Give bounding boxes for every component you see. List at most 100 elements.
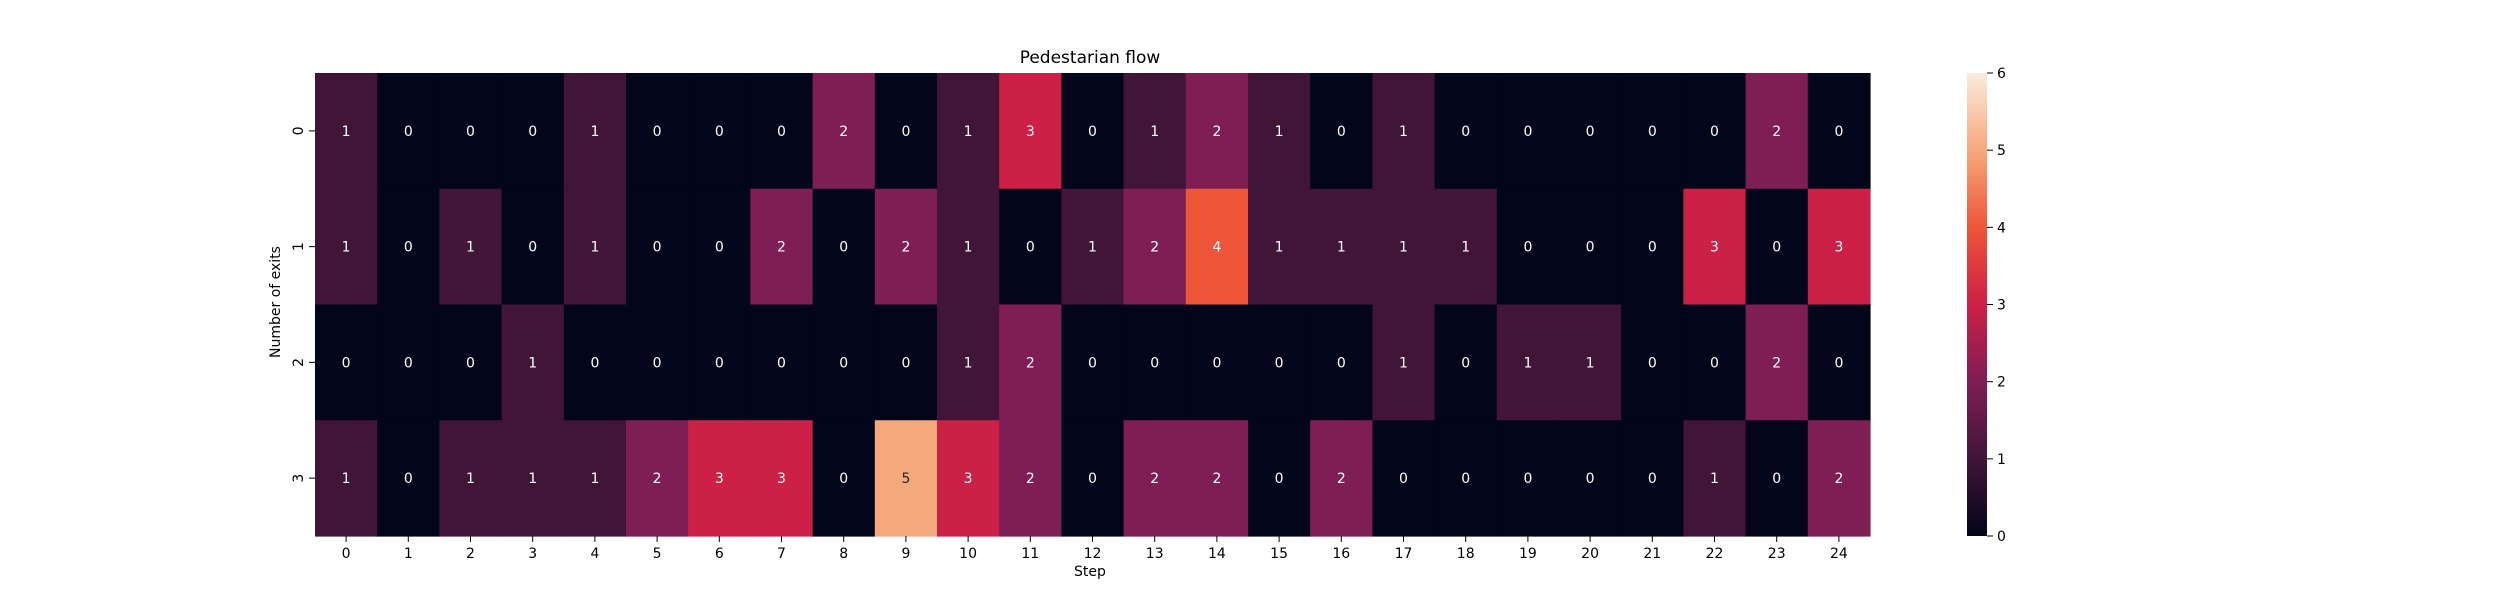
- x-tick-label: 7: [777, 546, 786, 562]
- cell-value-label: 2: [1772, 355, 1781, 371]
- x-tick-label: 8: [839, 546, 848, 562]
- heatmap-cell: [1434, 420, 1498, 537]
- heatmap-cell: [1310, 188, 1373, 306]
- heatmap-cell: [1559, 420, 1622, 537]
- x-tick-label: 5: [653, 546, 662, 562]
- cell-value-label: 0: [1337, 124, 1346, 140]
- heatmap-cell: [1123, 73, 1187, 190]
- heatmap-cell: [1807, 73, 1871, 190]
- cell-value-label: 1: [1088, 240, 1097, 256]
- heatmap-cell: [315, 420, 378, 537]
- heatmap-cell: [1807, 188, 1871, 306]
- heatmap-cell: [1496, 304, 1560, 421]
- x-tick-label: 3: [528, 546, 537, 562]
- heatmap-cell: [1745, 304, 1809, 421]
- cell-value-label: 0: [1275, 471, 1284, 487]
- heatmap-cell: [439, 188, 503, 306]
- heatmap-cell: [501, 304, 565, 421]
- heatmap-cell: [439, 304, 503, 421]
- cell-value-label: 3: [964, 471, 973, 487]
- cell-value-label: 2: [1772, 124, 1781, 140]
- heatmap-cell: [688, 304, 751, 421]
- cell-value-label: 1: [964, 124, 973, 140]
- cell-value-label: 0: [528, 124, 537, 140]
- heatmap-cell: [812, 304, 876, 421]
- colorbar-gradient: [1967, 73, 1987, 536]
- cell-value-label: 3: [715, 471, 724, 487]
- heatmap-cell: [1061, 304, 1125, 421]
- cell-value-label: 0: [901, 355, 910, 371]
- cell-value-label: 0: [653, 355, 662, 371]
- cell-value-label: 1: [1399, 240, 1408, 256]
- cell-value-label: 0: [1586, 124, 1595, 140]
- cell-value-label: 0: [1399, 471, 1408, 487]
- heatmap-cell: [315, 73, 378, 190]
- cell-value-label: 1: [1399, 124, 1408, 140]
- cell-value-label: 1: [528, 471, 537, 487]
- x-tick-label: 14: [1208, 546, 1226, 562]
- heatmap-cell: [501, 188, 565, 306]
- cell-value-label: 4: [1212, 240, 1221, 256]
- colorbar-tick-label: 3: [1997, 298, 2006, 314]
- heatmap-cell: [1123, 188, 1187, 306]
- cell-value-label: 1: [1150, 124, 1159, 140]
- heatmap-cell: [439, 73, 503, 190]
- cell-value-label: 0: [1710, 124, 1719, 140]
- colorbar: 0 1 2 3 4 5 6: [1967, 66, 2006, 545]
- cell-value-label: 0: [653, 124, 662, 140]
- heatmap-cell: [1123, 304, 1187, 421]
- heatmap-cell: [626, 304, 689, 421]
- heatmap-cell: [563, 188, 627, 306]
- heatmap-cell: [315, 188, 378, 306]
- heatmap-cell: [1683, 304, 1747, 421]
- cell-value-label: 1: [964, 240, 973, 256]
- heatmap-cell: [688, 188, 751, 306]
- heatmap-cell: [874, 188, 938, 306]
- heatmap-cell: [1434, 188, 1498, 306]
- heatmap-cell: [1248, 188, 1311, 306]
- cell-value-label: 0: [1523, 471, 1532, 487]
- heatmap-cell: [1434, 304, 1498, 421]
- x-tick-label: 22: [1706, 546, 1724, 562]
- x-tick-label: 6: [715, 546, 724, 562]
- heatmap-cell: [999, 73, 1062, 190]
- x-tick-label: 16: [1332, 546, 1350, 562]
- heatmap-cell: [1372, 420, 1436, 537]
- cell-value-label: 0: [1834, 355, 1843, 371]
- cell-value-label: 0: [715, 124, 724, 140]
- x-tick-label: 0: [342, 546, 351, 562]
- cell-value-label: 0: [1710, 355, 1719, 371]
- heatmap-cell: [1061, 420, 1125, 537]
- cell-value-label: 2: [1026, 471, 1035, 487]
- heatmap-cell: [1559, 73, 1622, 190]
- cell-value-label: 0: [1523, 124, 1532, 140]
- heatmap-cell: [1807, 420, 1871, 537]
- cell-value-label: 2: [839, 124, 848, 140]
- cell-value-label: 1: [1523, 355, 1532, 371]
- cell-value-label: 0: [590, 355, 599, 371]
- x-axis-ticks: 0 1 2 3 4 5 6 7 8 9 10 11 12 13 14 15 16 17 18 19 20 21 22 23 24: [342, 536, 1848, 562]
- cell-value-label: 5: [901, 471, 910, 487]
- heatmap-cell: [377, 304, 440, 421]
- cell-value-label: 2: [1337, 471, 1346, 487]
- cell-value-label: 2: [1150, 240, 1159, 256]
- cell-value-label: 0: [342, 355, 351, 371]
- cell-value-label: 1: [1337, 240, 1346, 256]
- x-tick-label: 20: [1581, 546, 1599, 562]
- cell-value-label: 0: [777, 124, 786, 140]
- cell-value-label: 0: [1461, 355, 1470, 371]
- heatmap-cell: [1683, 188, 1747, 306]
- cell-value-label: 0: [1088, 124, 1097, 140]
- heatmap-cell: [377, 420, 440, 537]
- cell-value-label: 0: [466, 124, 475, 140]
- cell-value-label: 0: [1275, 355, 1284, 371]
- x-tick-label: 17: [1395, 546, 1413, 562]
- y-axis-ticks: 0 1 2 3: [291, 126, 315, 483]
- heatmap-cell: [1185, 73, 1249, 190]
- heatmap-cell: [750, 73, 814, 190]
- heatmap-cell: [1248, 304, 1311, 421]
- colorbar-tick-label: 5: [1997, 143, 2006, 159]
- heatmap-cell: [812, 420, 876, 537]
- cell-value-label: 2: [653, 471, 662, 487]
